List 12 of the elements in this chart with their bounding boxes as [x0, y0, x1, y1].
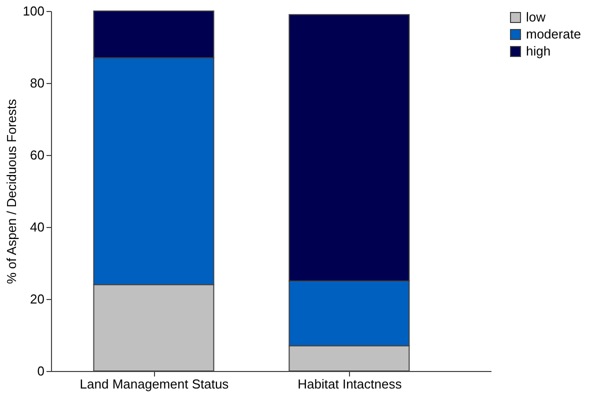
x-tick-label: Habitat Intactness [298, 376, 402, 392]
x-tick-label: Land Management Status [80, 376, 230, 392]
legend-label: low [526, 10, 546, 24]
legend-label: moderate [526, 26, 581, 42]
y-tick-label: 0 [37, 364, 44, 378]
y-tick-label: 60 [30, 148, 44, 162]
legend-label: high [526, 44, 551, 58]
y-tick-label: 40 [30, 220, 44, 234]
y-tick-label: 100 [22, 4, 44, 18]
y-axis-title: % of Aspen / Deciduous Forests [4, 98, 19, 284]
y-tick-label: 20 [30, 292, 44, 306]
y-tick-label: 80 [30, 76, 44, 90]
